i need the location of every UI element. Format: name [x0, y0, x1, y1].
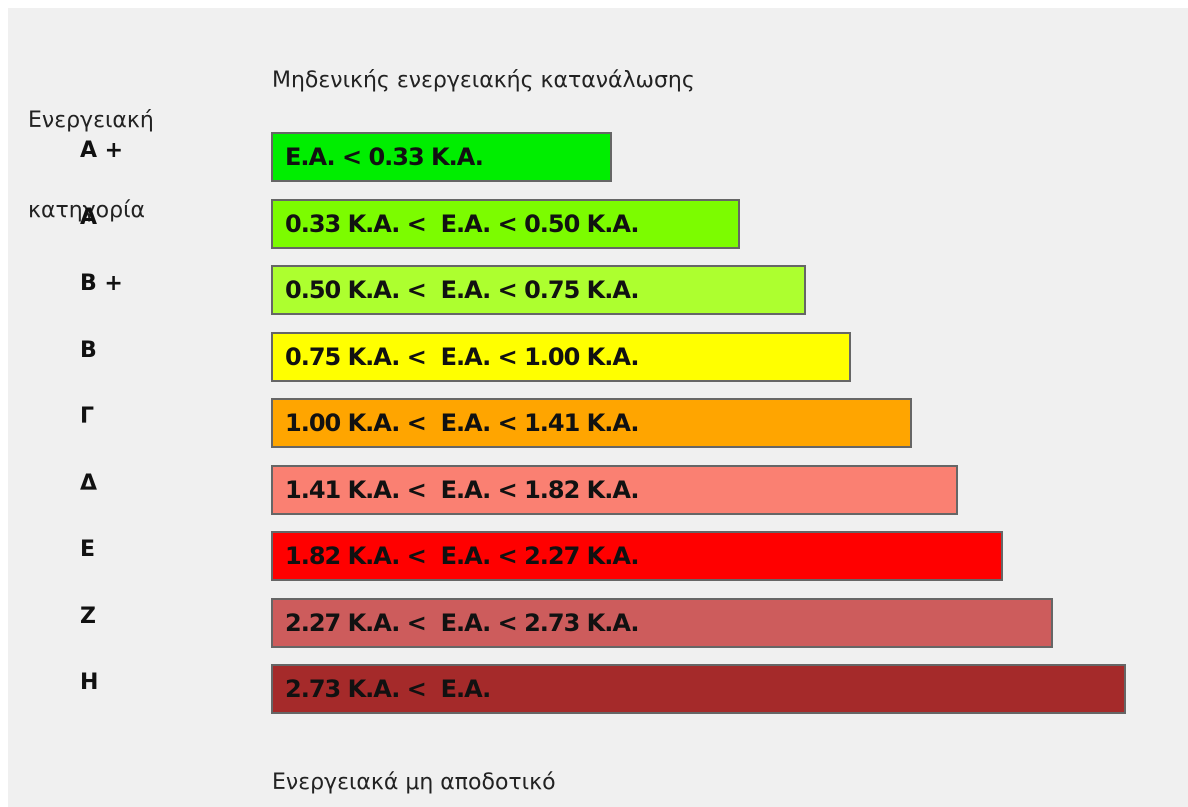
category-title: Ενεργειακή κατηγορία [28, 46, 154, 286]
rating-bar: 0.50 K.A. < E.A. < 0.75 K.A. [271, 265, 806, 315]
category-title-line: Ενεργειακή [28, 108, 154, 133]
rating-bar: E.A. < 0.33 K.A. [271, 132, 612, 182]
rating-bar: 1.41 K.A. < E.A. < 1.82 K.A. [271, 464, 958, 515]
rating-bar: 2.27 K.A. < E.A. < 2.73 K.A. [271, 597, 1053, 648]
rating-bar: 1.00 K.A. < E.A. < 1.41 K.A. [271, 398, 912, 448]
bottom-label: Ενεργειακά μη αποδοτικό [272, 770, 556, 795]
range-text: 1.41 K.A. < E.A. < 1.82 K.A. [285, 475, 639, 504]
category-label: B + [80, 271, 123, 296]
category-label: Z [80, 603, 96, 629]
rating-bar: 0.33 K.A. < E.A. < 0.50 K.A. [271, 198, 740, 249]
category-label: A [80, 204, 98, 230]
range-text: 0.50 K.A. < E.A. < 0.75 K.A. [285, 276, 639, 304]
category-label: B [80, 337, 97, 363]
range-text: 1.00 K.A. < E.A. < 1.41 K.A. [285, 409, 639, 437]
category-title-line: κατηγορία [28, 198, 146, 223]
category-label: E [80, 537, 96, 562]
category-label: Γ [80, 404, 95, 429]
category-label: Δ [80, 470, 98, 496]
rating-bar: 2.73 K.A. < E.A. [271, 664, 1126, 714]
category-label: A + [80, 138, 124, 163]
panel: Ενεργειακή κατηγορία Μηδενικής ενεργειακ… [8, 8, 1188, 807]
top-label: Μηδενικής ενεργειακής κατανάλωσης [272, 68, 695, 93]
range-text: 0.75 K.A. < E.A. < 1.00 K.A. [285, 342, 639, 371]
range-text: 2.73 K.A. < E.A. [285, 675, 491, 703]
range-text: 0.33 K.A. < E.A. < 0.50 K.A. [285, 209, 639, 238]
range-text: 1.82 K.A. < E.A. < 2.27 K.A. [285, 542, 639, 570]
rating-bar: 0.75 K.A. < E.A. < 1.00 K.A. [271, 331, 851, 382]
range-text: E.A. < 0.33 K.A. [285, 143, 484, 171]
category-label: H [80, 670, 99, 695]
range-text: 2.27 K.A. < E.A. < 2.73 K.A. [285, 608, 639, 637]
rating-bar: 1.82 K.A. < E.A. < 2.27 K.A. [271, 531, 1003, 581]
